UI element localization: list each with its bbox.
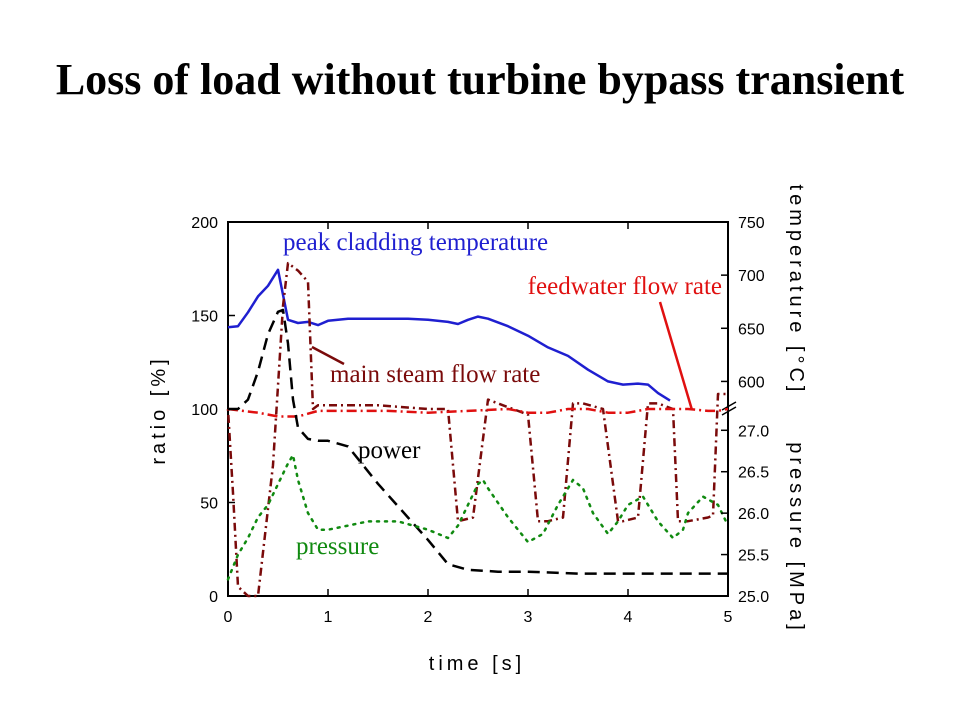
axis-break-mark: [721, 406, 737, 416]
annotation-label: pressure: [296, 533, 379, 560]
annotation-label: feedwater flow rate: [528, 273, 722, 300]
annotation-label: peak cladding temperature: [283, 229, 548, 256]
annotation-label: power: [358, 437, 421, 464]
y-tick-label-left: 200: [191, 215, 218, 232]
y-tick-label-temperature: 700: [738, 268, 765, 285]
x-tick-label: 1: [324, 609, 333, 626]
y-axis-title-pressure: pressure [MPa]: [785, 442, 807, 634]
y-tick-label-left: 100: [191, 402, 218, 419]
y-tick-label-pressure: 26.5: [738, 465, 769, 482]
slide-title: Loss of load without turbine bypass tran…: [55, 55, 905, 104]
x-axis-title: time [s]: [429, 653, 525, 675]
annotation-layer: peak cladding temperature feedwater flow …: [283, 229, 722, 560]
y-tick-label-pressure: 27.0: [738, 423, 769, 440]
y-tick-label-pressure: 26.0: [738, 506, 769, 523]
x-tick-label: 2: [424, 609, 433, 626]
y-tick-label-pressure: 25.0: [738, 589, 769, 606]
annotation-label: main steam flow rate: [330, 361, 540, 388]
y-tick-label-temperature: 750: [738, 215, 765, 232]
y-tick-label-temperature: 600: [738, 374, 765, 391]
y-tick-label-temperature: 650: [738, 321, 765, 338]
x-tick-label: 4: [624, 609, 633, 626]
series-layer: [226, 261, 730, 598]
axis-break-mark: [721, 401, 737, 411]
y-tick-label-pressure: 25.5: [738, 548, 769, 565]
y-axis-title-left: ratio [%]: [148, 355, 170, 464]
y-tick-label-left: 0: [209, 589, 218, 606]
x-tick-label: 3: [524, 609, 533, 626]
main-steam-leader-line: [311, 345, 345, 366]
series-line-feedwater-flow-rate: [227, 407, 729, 418]
tick-layer: 0 1 2 3 4 505010015020060065070075025.025.526…: [191, 215, 769, 626]
series-line-power: [228, 308, 728, 575]
y-tick-label-left: 50: [200, 496, 218, 513]
series-line-pressure: [226, 453, 730, 581]
y-tick-label-left: 150: [191, 309, 218, 326]
x-tick-label: 5: [724, 609, 733, 626]
x-tick-label: 0: [224, 609, 233, 626]
feedwater-leader-line: [658, 301, 694, 411]
y-axis-title-temperature: temperature [°C]: [785, 185, 807, 396]
series-line-peak-cladding-temperature: [227, 268, 671, 402]
